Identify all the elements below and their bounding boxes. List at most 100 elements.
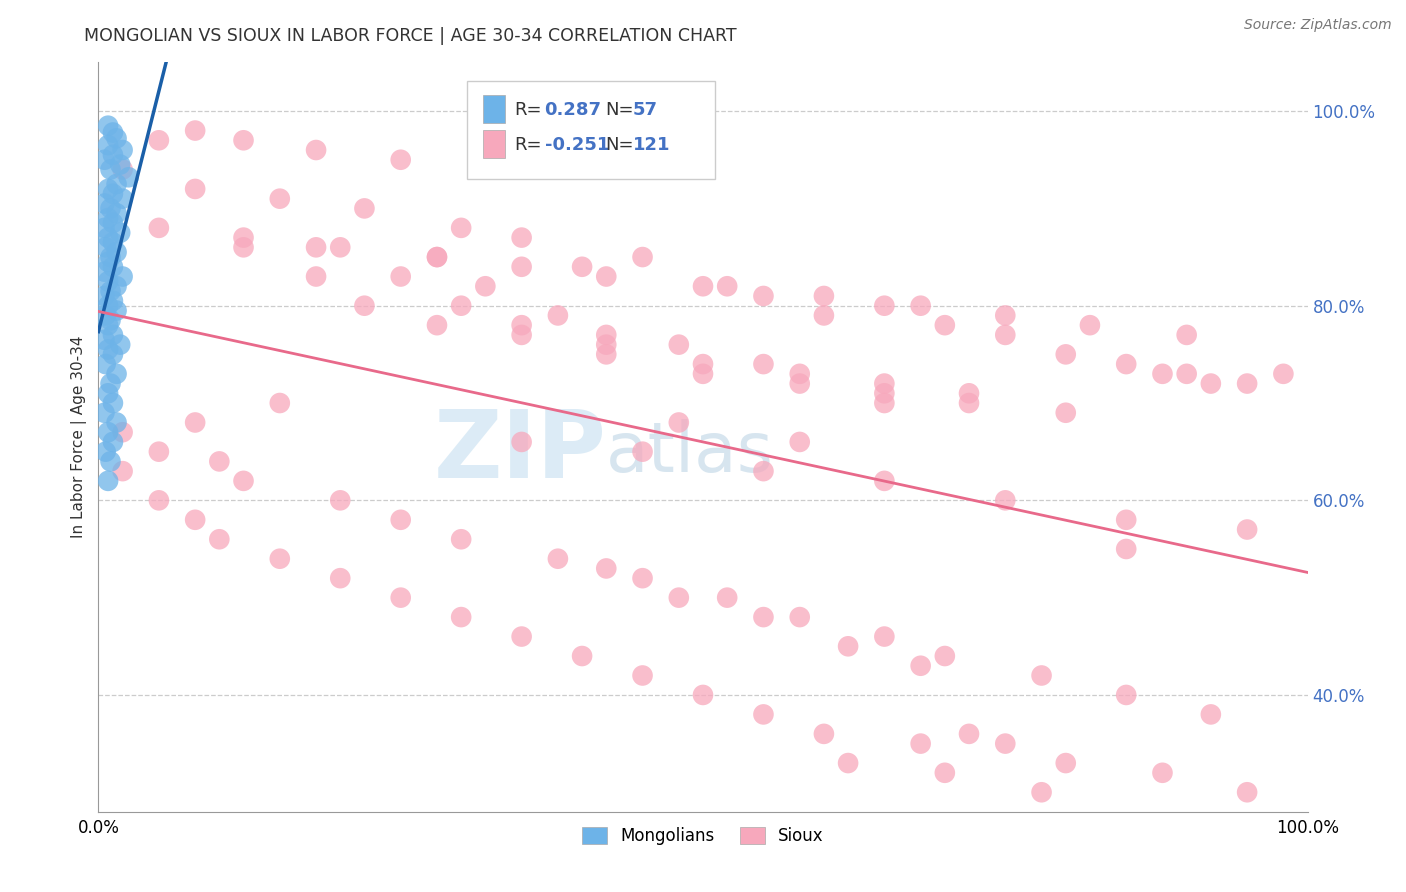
Point [957,727,980,741]
Point [305,269,328,284]
Point [910,658,932,673]
Point [1115,513,1137,527]
Point [426,318,449,333]
Point [789,610,811,624]
Point [1031,785,1053,799]
Point [329,571,352,585]
Point [94,444,117,458]
Point [148,493,170,508]
Point [208,533,231,547]
Point [97,230,120,244]
Point [101,293,124,308]
Point [631,444,654,458]
Point [813,309,835,323]
Point [873,630,896,644]
Point [105,206,128,220]
Point [105,303,128,318]
Text: 121: 121 [633,136,671,153]
Point [100,284,122,298]
Point [97,299,120,313]
Point [105,279,128,293]
Point [994,493,1017,508]
Point [450,533,472,547]
Point [329,493,352,508]
Point [1054,756,1077,770]
Point [94,240,117,254]
Point [93,406,115,420]
Point [101,126,124,140]
Point [108,226,131,240]
Point [994,309,1017,323]
Point [934,318,956,333]
Point [668,337,690,351]
Point [101,347,124,361]
Point [100,313,122,327]
FancyBboxPatch shape [482,130,505,159]
Point [571,648,593,663]
Point [752,357,775,371]
Point [1236,785,1258,799]
Point [208,454,231,468]
Text: 0.287: 0.287 [544,101,602,119]
Point [1236,376,1258,391]
Text: Source: ZipAtlas.com: Source: ZipAtlas.com [1244,18,1392,32]
Point [789,376,811,391]
Point [752,707,775,722]
Point [595,337,617,351]
Point [118,170,141,185]
Point [1031,668,1053,682]
Point [111,464,134,478]
Point [547,551,569,566]
Point [1152,765,1174,780]
Point [910,737,932,751]
Point [389,153,412,167]
Point [94,309,117,323]
Point [93,220,115,235]
Point [105,367,128,381]
Point [510,630,533,644]
Point [752,464,775,478]
Point [389,269,412,284]
Legend: Mongolians, Sioux: Mongolians, Sioux [575,821,831,852]
Y-axis label: In Labor Force | Age 30-34: In Labor Force | Age 30-34 [72,335,87,539]
Point [450,220,472,235]
Point [426,250,449,264]
Point [269,396,291,410]
Point [1199,376,1222,391]
Point [101,327,124,342]
Point [94,357,117,371]
Point [450,299,472,313]
Point [1115,541,1137,556]
Point [108,158,131,172]
Point [184,416,207,430]
Point [111,143,134,157]
Point [93,196,115,211]
Point [994,737,1017,751]
Point [873,474,896,488]
Point [100,250,122,264]
Point [934,765,956,780]
Point [426,250,449,264]
Point [1115,688,1137,702]
Point [631,250,654,264]
Point [595,327,617,342]
Point [668,416,690,430]
Point [595,561,617,575]
Point [910,299,932,313]
Text: -0.251: -0.251 [544,136,609,153]
Point [873,396,896,410]
Point [994,327,1017,342]
Point [101,235,124,250]
Text: R=: R= [515,136,541,153]
Point [873,299,896,313]
Point [101,186,124,201]
Point [105,131,128,145]
Text: MONGOLIAN VS SIOUX IN LABOR FORCE | AGE 30-34 CORRELATION CHART: MONGOLIAN VS SIOUX IN LABOR FORCE | AGE … [84,27,737,45]
Point [353,202,375,216]
Point [1115,357,1137,371]
Point [111,162,134,177]
Point [510,260,533,274]
Point [873,376,896,391]
Point [789,367,811,381]
Point [957,396,980,410]
